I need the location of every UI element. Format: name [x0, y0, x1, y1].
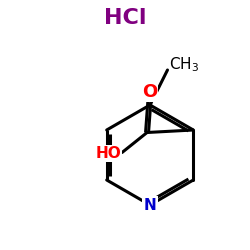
Text: CH$_3$: CH$_3$: [169, 55, 199, 74]
Text: O: O: [142, 83, 157, 101]
Text: HO: HO: [96, 146, 121, 161]
Text: N: N: [144, 198, 156, 212]
Text: HCl: HCl: [104, 8, 146, 28]
